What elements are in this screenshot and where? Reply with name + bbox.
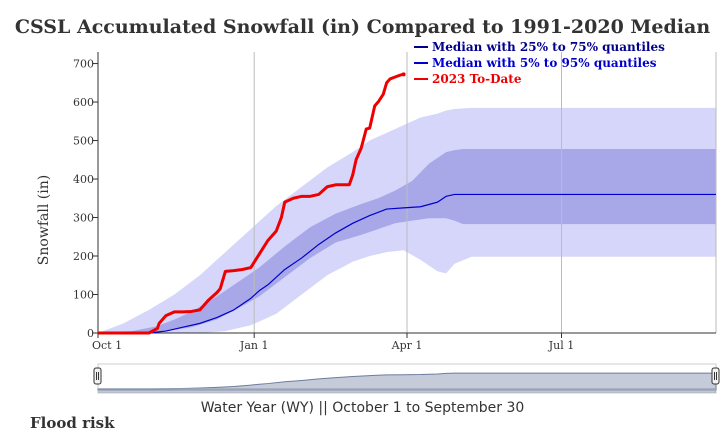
range-navigator[interactable] [0, 0, 725, 400]
y-tick-label-3: 300 [73, 212, 94, 225]
x-tick-label-1: Jan 1 [239, 339, 269, 352]
navigator-left-handle[interactable] [93, 367, 102, 385]
chart-title: CSSL Accumulated Snowfall (in) Compared … [14, 16, 711, 38]
legend-label-2: 2023 To-Date [432, 72, 522, 86]
y-tick-label-0: 0 [87, 327, 94, 340]
snowfall-chart: 0 100 200 300 400 500 600 700 Oct 1 Jan 1 Apr 1 Ju… [36, 40, 717, 352]
series-line-1[interactable] [98, 72, 404, 335]
section-heading-partial: Flood risk [30, 414, 115, 432]
y-tick-label-1: 100 [73, 289, 94, 302]
legend-item-2[interactable]: 2023 To-Date [414, 72, 522, 86]
y-tick-label-2: 200 [73, 250, 94, 263]
x-axis: Oct 1 Jan 1 Apr 1 Jul 1 [92, 333, 574, 352]
y-axis: 0 100 200 300 400 500 600 700 [73, 58, 98, 340]
legend-label-0: Median with 25% to 75% quantiles [432, 40, 665, 54]
x-tick-label-3: Jul 1 [548, 339, 575, 352]
navigator-scroll-track[interactable] [98, 388, 716, 393]
legend-item-1[interactable]: Median with 5% to 95% quantiles [414, 56, 657, 70]
latest-point[interactable] [401, 72, 406, 77]
y-tick-label-7: 700 [73, 58, 94, 71]
navigator-right-handle[interactable] [711, 367, 720, 385]
y-tick-label-4: 400 [73, 173, 94, 186]
legend[interactable]: Median with 25% to 75% quantiles Median w… [414, 40, 665, 86]
x-tick-label-0: Oct 1 [92, 339, 122, 352]
x-tick-label-2: Apr 1 [391, 339, 423, 352]
series-line-0[interactable] [98, 193, 716, 334]
y-tick-label-6: 600 [73, 96, 94, 109]
water-year-label: Water Year (WY) || October 1 to Septembe… [200, 400, 525, 416]
y-axis-label: Snowfall (in) [36, 175, 52, 265]
series-lines [98, 72, 716, 335]
legend-label-1: Median with 5% to 95% quantiles [432, 56, 657, 70]
y-tick-label-5: 500 [73, 135, 94, 148]
legend-item-0[interactable]: Median with 25% to 75% quantiles [414, 40, 665, 54]
